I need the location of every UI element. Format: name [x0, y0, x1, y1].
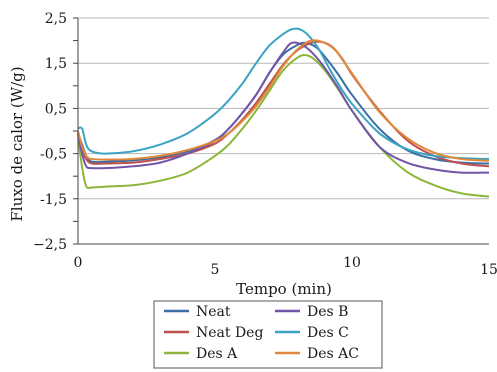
legend-label-neat: Neat	[196, 304, 231, 320]
series-line-des-b	[77, 41, 490, 174]
x-tick-label: 0	[74, 255, 83, 271]
legend-label-des-b: Des B	[307, 304, 348, 320]
series-line-neat-deg	[77, 40, 490, 168]
y-tick-label: 2,5	[45, 11, 67, 27]
y-tick-label: -1,5	[40, 192, 67, 208]
x-tick-label: 15	[480, 262, 497, 278]
series-lines	[77, 27, 490, 198]
series-line-neat	[77, 41, 490, 165]
legend: Neat Des B Neat Deg Des C Des A Des AC	[153, 300, 383, 369]
x-axis-title: Tempo (min)	[236, 280, 332, 298]
x-tick-label: 5	[211, 262, 220, 278]
series-line-des-c	[77, 27, 490, 160]
x-tick-label: 10	[343, 255, 361, 271]
legend-box	[153, 300, 383, 369]
gridlines	[78, 17, 489, 200]
y-tick-label: 0,5	[45, 101, 67, 117]
y-tick-label: -0,5	[40, 147, 67, 163]
legend-label-des-ac: Des AC	[307, 346, 359, 362]
y-axis-title: Fluxo de calor (W/g)	[8, 66, 26, 221]
y-tick-label: −2,5	[33, 237, 67, 253]
series-line-des-ac	[77, 39, 490, 162]
y-tick-label: 1,5	[45, 56, 67, 72]
tick-labels: 2,5 1,5 0,5 -0,5 -1,5 −2,5 0 5 10 15	[33, 11, 497, 278]
legend-label-des-a: Des A	[196, 346, 238, 362]
axes	[73, 17, 489, 245]
legend-label-des-c: Des C	[307, 325, 349, 341]
series-line-des-a	[77, 54, 490, 198]
legend-label-neat-deg: Neat Deg	[196, 325, 263, 341]
